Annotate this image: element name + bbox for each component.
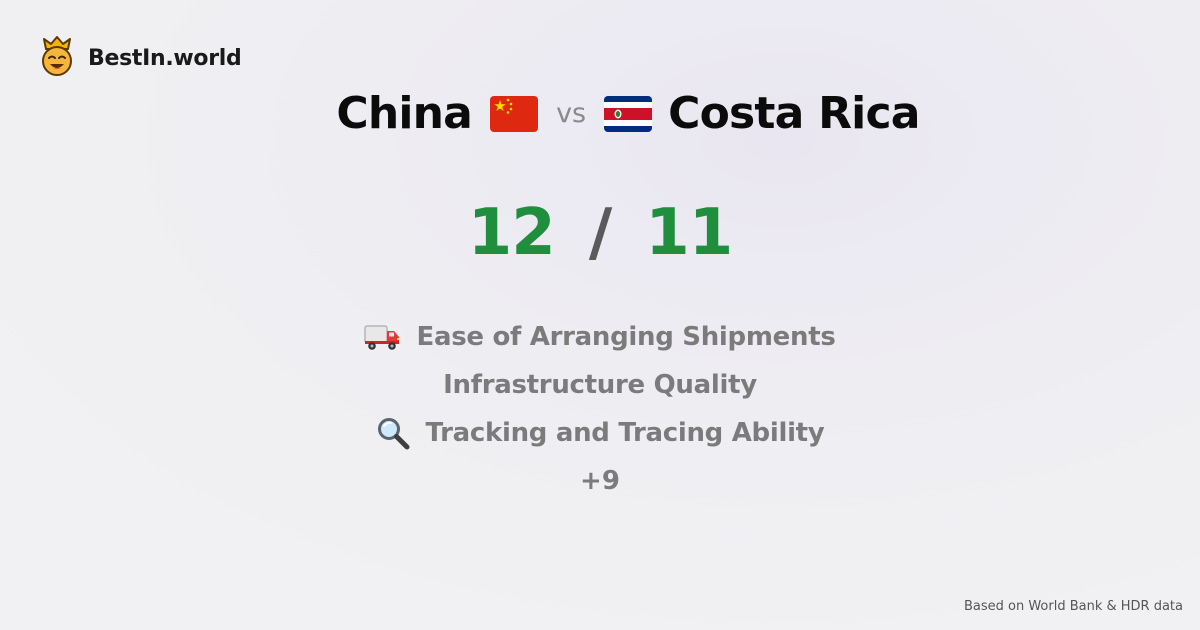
china-flag-icon [490,95,539,132]
costa-rica-flag-icon [604,95,653,132]
magnifying-glass-icon [376,416,410,450]
category-label: Infrastructure Quality [443,370,757,400]
brand-logo[interactable]: BestIn.world [38,35,242,81]
score-display: 12 / 11 [0,196,1200,270]
more-categories-count[interactable]: +9 [580,466,620,496]
category-list: Ease of Arranging Shipments Infrastructu… [0,313,1200,505]
category-label: Ease of Arranging Shipments [416,322,836,352]
country-left-name[interactable]: China [336,88,473,139]
category-item[interactable]: Infrastructure Quality [0,361,1200,409]
delivery-truck-icon [364,322,400,352]
data-source-note: Based on World Bank & HDR data [963,599,1183,614]
category-item[interactable]: Ease of Arranging Shipments [0,313,1200,361]
score-divider: / [588,196,612,270]
brand-name: BestIn.world [88,45,242,71]
comparison-title: China vs Costa Rica [0,88,1200,139]
vs-separator: vs [556,98,587,129]
category-item[interactable]: Tracking and Tracing Ability [0,409,1200,457]
category-label: Tracking and Tracing Ability [425,418,825,448]
score-right: 11 [645,196,733,270]
crown-smiley-icon [38,35,76,81]
score-left: 12 [467,196,556,270]
country-right-name[interactable]: Costa Rica [668,88,920,139]
